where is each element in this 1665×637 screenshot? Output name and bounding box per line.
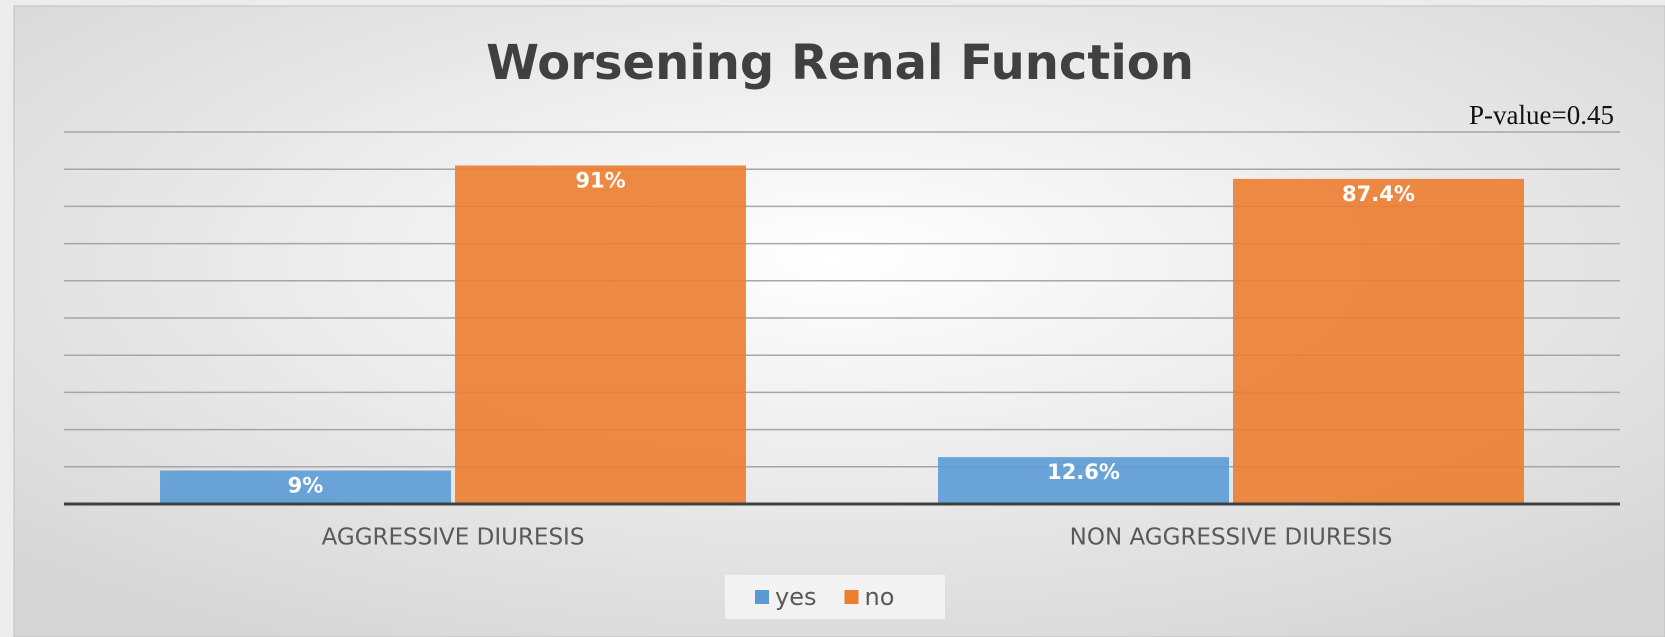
bar	[938, 457, 1229, 504]
bar	[1233, 178, 1524, 504]
value-label: 12.6%	[1047, 460, 1120, 484]
legend-label: yes	[775, 583, 816, 611]
annotation: P-value=0.45	[1469, 100, 1614, 130]
bar	[160, 470, 451, 504]
legend-swatch	[844, 590, 859, 604]
value-label: 87.4%	[1342, 182, 1415, 206]
legend-label: no	[864, 583, 894, 611]
legend-swatch	[755, 590, 769, 604]
value-label: 91%	[575, 168, 625, 192]
value-label: 9%	[288, 474, 324, 498]
chart-title: Worsening Renal Function	[486, 35, 1194, 91]
x-tick-label: NON AGGRESSIVE DIURESIS	[1070, 525, 1393, 551]
x-tick-label: AGGRESSIVE DIURESIS	[322, 525, 585, 551]
bar	[455, 165, 746, 505]
